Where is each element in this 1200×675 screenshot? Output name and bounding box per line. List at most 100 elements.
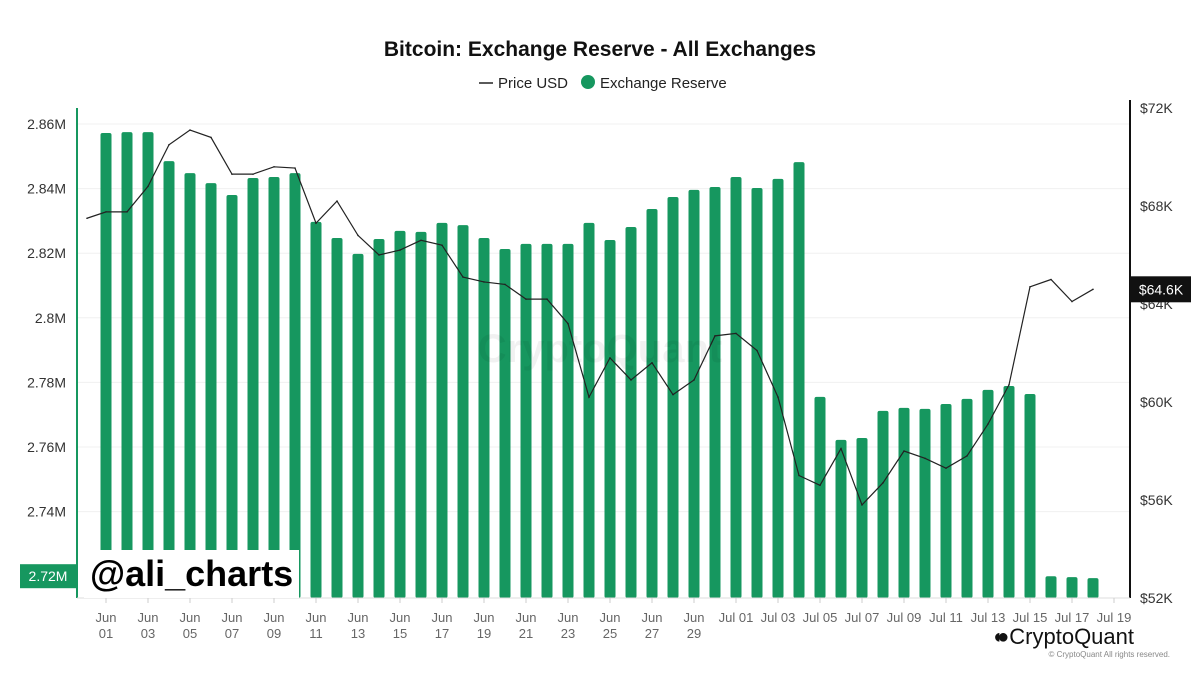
reserve-bar <box>142 132 154 598</box>
x-tick-label: Jun <box>474 610 495 625</box>
x-tick-label: Jul 13 <box>971 610 1006 625</box>
x-tick-label: Jun <box>96 610 117 625</box>
legend-price[interactable]: Price USD <box>498 75 568 92</box>
reserve-bar <box>877 410 889 598</box>
price-point <box>1050 278 1052 281</box>
current-price-tag <box>1131 276 1191 303</box>
price-point <box>399 249 401 251</box>
brand-logo: ◖● CryptoQuant <box>991 624 1134 650</box>
price-point <box>86 217 88 220</box>
reserve-bar <box>394 230 406 598</box>
left-tick-label: 2.82M <box>27 245 66 261</box>
price-point <box>420 239 422 242</box>
legend-reserve[interactable]: Exchange Reserve <box>600 75 727 92</box>
x-tick-label: Jul 09 <box>887 610 922 625</box>
price-point <box>651 362 653 364</box>
reserve-bar <box>478 238 490 599</box>
reserve-bar <box>982 389 994 598</box>
price-point <box>609 357 611 359</box>
x-tick-label: 09 <box>267 626 281 641</box>
reserve-bar <box>100 133 112 598</box>
reserve-bar <box>352 253 364 598</box>
reserve-bar <box>310 221 322 598</box>
price-point <box>777 396 779 398</box>
x-tick-label: 05 <box>183 626 197 641</box>
price-point <box>483 281 485 283</box>
price-point <box>1029 286 1031 288</box>
reserve-bar <box>415 231 427 598</box>
left-tick-label: 2.84M <box>27 181 66 197</box>
price-point <box>504 283 506 286</box>
price-point <box>147 185 149 188</box>
reserve-bar <box>1045 576 1057 598</box>
right-tick-label: $72K <box>1140 100 1173 116</box>
price-point <box>168 143 170 146</box>
x-tick-label: 19 <box>477 626 491 641</box>
price-point <box>567 322 569 325</box>
reserve-bar <box>1003 385 1015 598</box>
reserve-bar <box>499 249 511 598</box>
reserve-bar <box>1066 577 1078 598</box>
current-price-label: $64.6K <box>1139 281 1184 297</box>
right-tick-label: $52K <box>1140 590 1173 606</box>
x-tick-label: Jul 17 <box>1055 610 1090 625</box>
price-point <box>1092 288 1094 291</box>
x-tick-label: Jul 15 <box>1013 610 1048 625</box>
right-tick-label: $68K <box>1140 198 1173 214</box>
price-point <box>945 467 947 469</box>
price-point <box>441 244 443 246</box>
x-tick-label: Jun <box>138 610 159 625</box>
price-point <box>252 173 254 175</box>
right-tick-label: $56K <box>1140 492 1173 508</box>
price-point <box>315 222 317 224</box>
price-point <box>735 332 737 335</box>
reserve-bar <box>457 225 469 598</box>
reserve-bar <box>709 186 721 599</box>
x-tick-label: Jun <box>558 610 579 625</box>
cryptoquant-logo-icon: ◖● <box>991 625 1009 648</box>
x-tick-label: Jun <box>390 610 411 625</box>
price-point <box>630 379 632 381</box>
price-point <box>819 484 821 487</box>
price-point <box>882 482 884 484</box>
x-tick-label: 07 <box>225 626 239 641</box>
reserve-bar <box>961 398 973 598</box>
price-point <box>756 349 758 352</box>
x-tick-label: 23 <box>561 626 575 641</box>
x-tick-label: 17 <box>435 626 449 641</box>
price-point <box>357 234 359 237</box>
x-tick-label: Jul 07 <box>845 610 880 625</box>
left-tick-label: 2.78M <box>27 374 66 390</box>
left-tick-label: 2.76M <box>27 439 66 455</box>
author-handle: @ali_charts <box>84 550 300 598</box>
x-tick-label: Jun <box>684 610 705 625</box>
price-point <box>105 211 107 213</box>
price-point <box>231 173 233 175</box>
chart-title: Bitcoin: Exchange Reserve - All Exchange… <box>384 38 816 61</box>
price-point <box>273 166 275 168</box>
reserve-bar <box>331 238 343 599</box>
x-tick-label: 21 <box>519 626 533 641</box>
x-tick-label: Jun <box>306 610 327 625</box>
left-tick-label: 2.86M <box>27 116 66 132</box>
reserve-bar <box>772 178 784 598</box>
x-tick-label: 25 <box>603 626 617 641</box>
reserve-bar <box>226 195 238 598</box>
x-tick-label: 01 <box>99 626 113 641</box>
price-point <box>693 379 695 381</box>
legend: Price USD Exchange Reserve <box>479 75 727 92</box>
price-point <box>546 298 548 300</box>
reserve-bar <box>667 196 679 599</box>
reserve-bar <box>793 162 805 598</box>
reserve-bar <box>541 243 553 598</box>
x-tick-label: Jun <box>264 610 285 625</box>
brand-name: CryptoQuant <box>1009 624 1134 649</box>
reserve-bar <box>583 222 595 598</box>
reserve-bar <box>520 243 532 598</box>
watermark: CryptoQuant <box>478 327 722 371</box>
x-tick-label: 15 <box>393 626 407 641</box>
reserve-bar <box>436 222 448 598</box>
reserve-bar <box>562 243 574 598</box>
x-tick-label: Jul 01 <box>719 610 754 625</box>
reserve-bar <box>1087 578 1099 598</box>
